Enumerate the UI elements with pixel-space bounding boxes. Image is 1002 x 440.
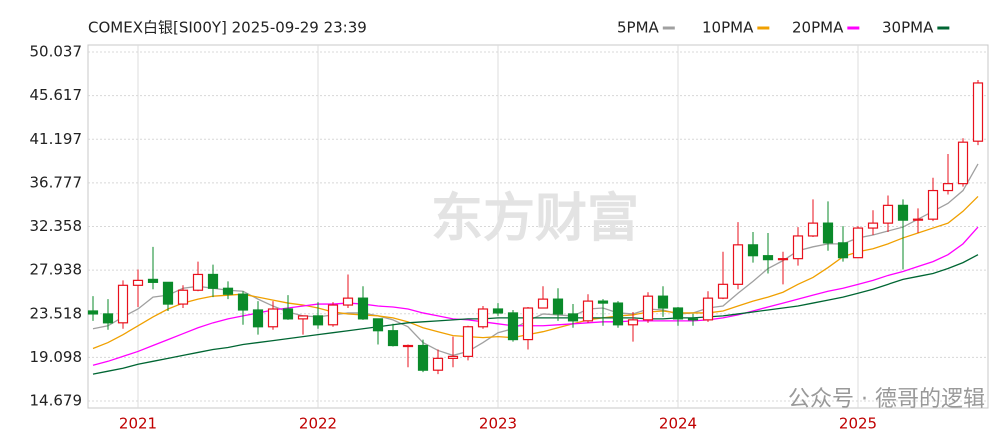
candle-body <box>582 300 594 322</box>
candle-body <box>792 235 804 260</box>
candle-body <box>762 255 774 261</box>
candle-body <box>732 244 744 285</box>
candle-body <box>657 295 669 309</box>
candle-body <box>372 318 384 332</box>
x-tick-label: 2023 <box>479 415 517 433</box>
candle-body <box>672 307 684 320</box>
candle-body <box>642 295 654 321</box>
candle-body <box>867 222 879 229</box>
candle-body <box>252 309 264 328</box>
candle-body <box>417 344 429 371</box>
candle-body <box>567 313 579 322</box>
y-tick-label: 14.679 <box>30 392 83 410</box>
x-tick-label: 2022 <box>299 415 337 433</box>
candle-body <box>612 302 624 326</box>
watermark: 东方财富 <box>431 189 639 249</box>
candle-body <box>912 218 924 221</box>
legend-label: 30PMA <box>882 19 934 37</box>
candle-body <box>717 283 729 299</box>
candle-body <box>222 287 234 295</box>
watermark-2: 公众号 · 德哥的逻辑 <box>788 387 985 412</box>
legend-label: 20PMA <box>792 19 844 37</box>
candle-body <box>177 289 189 305</box>
candle-body <box>87 310 99 315</box>
candle-body <box>627 319 639 326</box>
candle-body <box>207 273 219 289</box>
candle-body <box>927 189 939 220</box>
candle-body <box>507 312 519 341</box>
candle-body <box>492 308 504 314</box>
candle-body <box>117 284 129 324</box>
y-tick-label: 41.197 <box>30 130 83 148</box>
legend-label: 10PMA <box>702 19 754 37</box>
candle-body <box>552 298 564 315</box>
candle-body <box>297 315 309 320</box>
chart-title: COMEX白银[SI00Y] 2025-09-29 23:39 <box>88 19 367 37</box>
y-tick-label: 23.518 <box>30 304 83 322</box>
candle-body <box>282 308 294 320</box>
candle-body <box>357 297 369 320</box>
x-tick-label: 2025 <box>839 415 877 433</box>
candle-body <box>597 300 609 304</box>
ma-line <box>92 226 979 366</box>
candle-body <box>822 222 834 244</box>
candle-body <box>132 279 144 286</box>
candle-body <box>237 293 249 311</box>
candle-body <box>807 222 819 237</box>
candle-body <box>312 315 324 326</box>
candle-body <box>102 313 114 324</box>
y-tick-label: 50.037 <box>30 43 83 61</box>
candle-body <box>882 204 894 224</box>
y-tick-label: 32.358 <box>30 217 83 235</box>
candle-body <box>327 304 339 326</box>
candle-body <box>522 307 534 341</box>
candle-body <box>402 344 414 348</box>
candle-body <box>192 273 204 291</box>
candle-body <box>477 308 489 328</box>
candle-body <box>837 242 849 259</box>
candle-body <box>852 227 864 259</box>
candle-body <box>897 204 909 221</box>
y-tick-label: 27.938 <box>30 261 83 279</box>
candle-body <box>942 183 954 192</box>
x-tick-label: 2021 <box>119 415 157 433</box>
candle-body <box>447 355 459 359</box>
candle-body <box>267 308 279 328</box>
y-tick-label: 19.098 <box>30 348 83 366</box>
candle-body <box>147 278 159 283</box>
candle-body <box>387 330 399 347</box>
candle-body <box>432 357 444 371</box>
candle-body <box>342 297 354 306</box>
ma-line <box>92 254 979 375</box>
candle-body <box>462 326 474 357</box>
candle-body <box>957 141 969 185</box>
candle-body <box>777 258 789 261</box>
candle-body <box>687 318 699 321</box>
x-tick-label: 2024 <box>659 415 697 433</box>
legend-label: 5PMA <box>617 19 660 37</box>
y-tick-label: 45.617 <box>30 86 83 104</box>
candle-body <box>537 298 549 309</box>
candle-body <box>702 297 714 321</box>
y-tick-label: 36.777 <box>30 173 83 191</box>
candle-body <box>162 281 174 305</box>
candle-body <box>747 244 759 257</box>
candle-body <box>972 82 984 142</box>
